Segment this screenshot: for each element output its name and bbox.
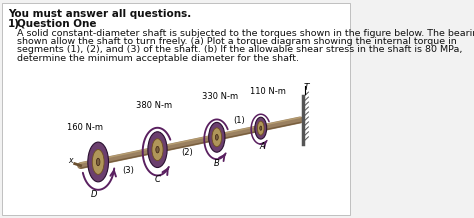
Ellipse shape — [212, 128, 222, 147]
Text: x: x — [68, 156, 73, 165]
Text: A: A — [259, 142, 265, 151]
Ellipse shape — [96, 158, 100, 166]
Text: D: D — [91, 190, 98, 199]
Text: segments (1), (2), and (3) of the shaft. (b) If the allowable shear stress in th: segments (1), (2), and (3) of the shaft.… — [17, 45, 462, 54]
Text: (1): (1) — [233, 116, 245, 125]
Ellipse shape — [209, 122, 225, 152]
Text: C: C — [155, 175, 160, 184]
Text: 160 N-m: 160 N-m — [67, 123, 103, 132]
Ellipse shape — [257, 121, 264, 135]
Text: B: B — [214, 159, 219, 168]
Text: 1): 1) — [8, 19, 20, 29]
Ellipse shape — [152, 139, 163, 161]
Text: 380 N-m: 380 N-m — [136, 101, 172, 110]
Ellipse shape — [92, 150, 104, 174]
Text: Question One: Question One — [17, 19, 97, 29]
Ellipse shape — [255, 117, 267, 139]
Ellipse shape — [215, 135, 218, 140]
Text: determine the minimum acceptable diameter for the shaft.: determine the minimum acceptable diamete… — [17, 54, 299, 63]
Text: 110 N-m: 110 N-m — [250, 87, 286, 96]
Text: A solid constant-diameter shaft is subjected to the torques shown in the figure : A solid constant-diameter shaft is subje… — [17, 29, 474, 37]
Text: You must answer all questions.: You must answer all questions. — [8, 9, 191, 19]
Text: T: T — [304, 83, 310, 92]
Text: shown allow the shaft to turn freely. (a) Plot a torque diagram showing the inte: shown allow the shaft to turn freely. (a… — [17, 37, 457, 46]
Text: (2): (2) — [181, 148, 193, 157]
Ellipse shape — [88, 142, 109, 182]
Text: (3): (3) — [122, 166, 134, 175]
Ellipse shape — [148, 132, 167, 167]
Text: 330 N-m: 330 N-m — [202, 92, 238, 100]
Ellipse shape — [260, 126, 262, 130]
Ellipse shape — [156, 146, 159, 153]
